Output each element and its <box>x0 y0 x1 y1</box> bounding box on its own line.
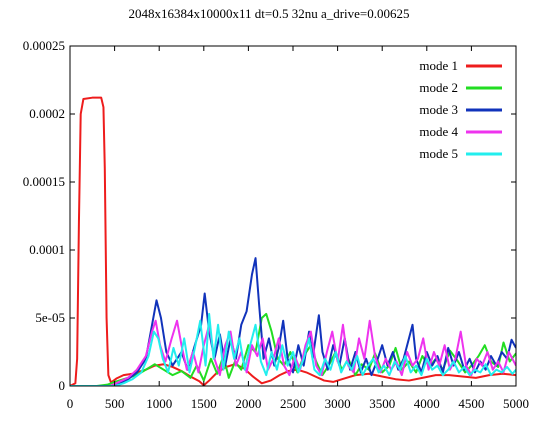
series-line-mode-1 <box>70 96 516 386</box>
y-tick-label: 0.0002 <box>29 106 65 121</box>
x-tick-label: 5000 <box>503 396 529 411</box>
x-axis: 0 500 1000 1500 2000 2500 3000 3500 4000 4500 5000 <box>67 46 529 411</box>
plot-frame <box>69 45 517 387</box>
y-tick-label: 0.00025 <box>23 38 65 53</box>
y-tick-label: 0.00015 <box>23 174 65 189</box>
legend-label: mode 2 <box>419 80 458 95</box>
x-tick-label: 4500 <box>458 396 484 411</box>
x-tick-label: 0 <box>67 396 74 411</box>
y-tick-label: 0.0001 <box>29 242 65 257</box>
x-tick-label: 4000 <box>414 396 440 411</box>
y-axis: 0 5e-05 0.0001 0.00015 0.0002 0.00025 <box>23 38 516 393</box>
plot-lines <box>70 96 516 386</box>
series-line-mode-4 <box>70 319 516 386</box>
x-tick-label: 500 <box>105 396 125 411</box>
y-tick-label: 0 <box>59 378 66 393</box>
legend: mode 1 mode 2 mode 3 mode 4 mode 5 <box>419 58 502 161</box>
chart-title: 2048x16384x10000x11 dt=0.5 32nu a_drive=… <box>128 6 410 21</box>
y-tick-label: 5e-05 <box>35 310 65 325</box>
x-tick-label: 3500 <box>369 396 395 411</box>
x-tick-label: 1500 <box>191 396 217 411</box>
x-tick-label: 2500 <box>280 396 306 411</box>
legend-label: mode 1 <box>419 58 458 73</box>
x-tick-label: 1000 <box>146 396 172 411</box>
x-tick-label: 3000 <box>325 396 351 411</box>
legend-label: mode 4 <box>419 124 458 139</box>
legend-label: mode 5 <box>419 146 458 161</box>
legend-label: mode 3 <box>419 102 458 117</box>
series-line-mode-5 <box>70 312 516 386</box>
x-tick-label: 2000 <box>235 396 261 411</box>
